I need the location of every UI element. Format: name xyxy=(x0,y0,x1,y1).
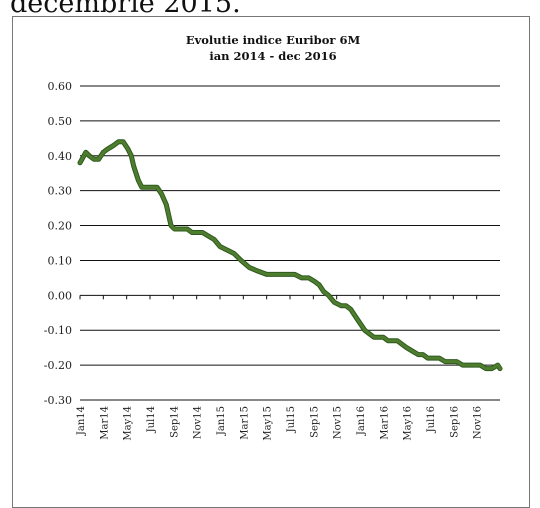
y-tick-label: 0.10 xyxy=(48,254,73,267)
series-line xyxy=(78,140,502,371)
x-tick-label: Jul15 xyxy=(286,406,297,433)
x-tick-label: Nov15 xyxy=(333,406,344,439)
x-tick-label: Jan15 xyxy=(216,406,227,436)
y-tick-label: -0.10 xyxy=(44,324,72,337)
x-tick-label: Jul16 xyxy=(426,406,437,433)
x-axis: Jan14 Mar14 May14 Jul14 Sep14 Nov14 Jan15 Mar15… xyxy=(76,295,484,441)
x-tick-label: Sep14 xyxy=(169,406,180,438)
y-tick-label: 0.50 xyxy=(48,115,73,128)
x-tick-label: May15 xyxy=(263,406,274,441)
chart-frame xyxy=(12,16,530,508)
chart-title: Evolutie indice Euribor 6M xyxy=(186,33,361,47)
page-header-text: decembrie 2015. xyxy=(10,0,241,19)
y-tick-label: 0.00 xyxy=(48,289,73,302)
y-tick-label: 0.40 xyxy=(48,150,73,163)
y-tick-label: -0.30 xyxy=(44,394,72,407)
y-tick-label: 0.20 xyxy=(48,220,73,233)
series-group xyxy=(77,139,503,372)
y-axis-ticks: 0.60 0.50 0.40 0.30 0.20 0.10 0.00 -0.10 -0.20 -0… xyxy=(44,80,72,407)
y-tick-label: -0.20 xyxy=(44,359,72,372)
y-tick-label: 0.30 xyxy=(48,185,73,198)
x-tick-label: Nov16 xyxy=(473,406,484,439)
x-tick-label: Jan14 xyxy=(76,406,87,436)
x-tick-label: Sep15 xyxy=(309,406,320,438)
x-tick-label: Sep16 xyxy=(449,406,460,438)
x-tick-label: Mar16 xyxy=(379,406,390,440)
x-tick-label: Jul14 xyxy=(146,406,157,433)
x-tick-label: May14 xyxy=(123,406,134,441)
x-tick-label: Mar14 xyxy=(99,406,110,440)
grid-lines xyxy=(80,85,500,401)
chart-subtitle: ian 2014 - dec 2016 xyxy=(209,49,336,63)
series-line-outline xyxy=(77,139,503,372)
x-tick-label: Jan16 xyxy=(356,406,367,436)
x-tick-label: Nov14 xyxy=(193,406,204,439)
x-tick-label: Mar15 xyxy=(239,406,250,440)
x-tick-label: May16 xyxy=(403,406,414,441)
euribor-line-chart: Evolutie indice Euribor 6M ian 2014 - de… xyxy=(44,33,503,441)
y-tick-label: 0.60 xyxy=(48,80,73,93)
